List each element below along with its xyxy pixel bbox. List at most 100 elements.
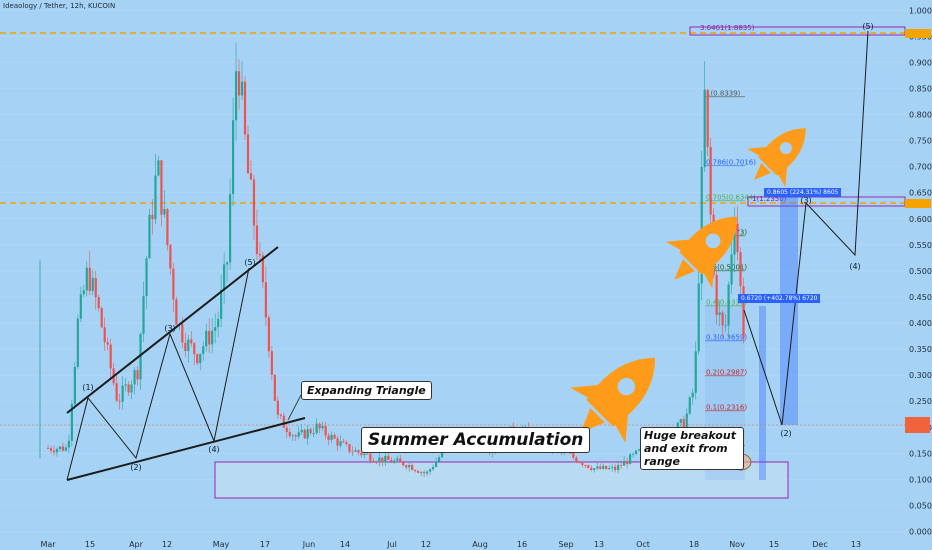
- candle-body: [369, 453, 372, 461]
- candle-body: [67, 440, 70, 448]
- candle-body: [106, 342, 109, 345]
- candle-body: [336, 438, 339, 446]
- candle-body: [399, 458, 402, 462]
- candle-body: [237, 71, 241, 96]
- candle-body: [228, 194, 232, 263]
- candle-body: [611, 466, 614, 468]
- candle-body: [55, 448, 59, 453]
- candle-body: [103, 327, 106, 343]
- candle-body: [414, 470, 417, 472]
- candle-body: [61, 446, 65, 451]
- candle-body: [175, 299, 178, 325]
- candle-body: [70, 404, 73, 441]
- candle-body: [315, 423, 318, 434]
- candle-body: [64, 447, 68, 451]
- fib-level-label: 1(0.8339): [706, 89, 741, 97]
- candle-body: [82, 290, 85, 295]
- measure-bar-1: [759, 306, 766, 480]
- candle-body: [617, 464, 620, 471]
- candle-body: [220, 289, 223, 319]
- candle-body: [718, 312, 721, 316]
- candle-body: [243, 81, 247, 135]
- candle-body: [420, 472, 423, 473]
- candle-body: [578, 462, 581, 463]
- candle-body: [184, 342, 187, 351]
- candle-body: [321, 425, 324, 429]
- candle-body: [151, 214, 154, 220]
- x-tick-label: 16: [517, 540, 527, 549]
- x-tick-label: 15: [769, 540, 779, 549]
- candle-body: [623, 460, 626, 466]
- candle-body: [575, 457, 578, 463]
- candle-body: [291, 435, 294, 437]
- fib-level-label: 0.3(0.3659): [706, 333, 747, 341]
- candle-body: [196, 354, 199, 364]
- candle-body: [166, 209, 169, 246]
- fib-level-label: 0.5(0.5001): [706, 263, 747, 271]
- projection-wave-path: [781, 30, 869, 426]
- candle-body: [366, 453, 369, 455]
- candle-body: [312, 433, 315, 434]
- candle-body: [572, 453, 575, 458]
- candle-body: [252, 179, 256, 226]
- candle-body: [428, 469, 432, 472]
- candle-body: [327, 435, 330, 440]
- candle-body: [715, 275, 718, 316]
- candle-body: [375, 461, 378, 463]
- candle-body: [306, 429, 309, 439]
- wave-label: (3): [164, 324, 175, 333]
- candle-body: [303, 429, 306, 439]
- candle-body: [309, 429, 312, 434]
- candle-body: [569, 452, 572, 454]
- candle-body: [88, 267, 91, 291]
- time-axis: Mar 15 Apr 12 May 17 Jun 14 Jul 12 Aug 16 Sep 13 Oct 18…: [40, 540, 861, 549]
- triangle-callout-pointer: [287, 394, 302, 421]
- candle-body: [136, 370, 139, 380]
- expanding-triangle-callout: Expanding Triangle: [301, 381, 432, 400]
- x-tick-label: May: [213, 540, 230, 549]
- candle-body: [240, 81, 244, 96]
- candle-body: [620, 464, 623, 466]
- candle-body: [49, 448, 53, 451]
- symbol-title: Ideaology / Tether, 12h, KUCOIN: [3, 2, 116, 10]
- candle-body: [193, 343, 196, 355]
- candle-body: [425, 471, 429, 474]
- candle-body: [172, 268, 175, 300]
- candle-body: [357, 450, 360, 453]
- candle-body: [249, 173, 253, 180]
- candle-body: [205, 330, 208, 347]
- candle-body: [602, 465, 605, 469]
- candle-body: [688, 397, 691, 414]
- x-tick-label: 15: [85, 540, 95, 549]
- candle-body: [736, 223, 739, 253]
- candle-body: [423, 472, 426, 474]
- triangle-upper-line: [66, 246, 279, 414]
- candle-body: [402, 461, 405, 466]
- candle-body: [73, 366, 76, 405]
- candle-body: [130, 384, 133, 393]
- candle-body: [354, 450, 357, 452]
- projection-wave-label: (4): [849, 262, 860, 271]
- candle-body: [142, 296, 145, 334]
- candle-body: [625, 460, 629, 465]
- x-tick-label: Oct: [636, 540, 650, 549]
- candle-body: [381, 457, 384, 463]
- candle-body: [691, 392, 694, 398]
- candle-body: [46, 448, 50, 449]
- candle-body: [94, 277, 97, 298]
- candle-body: [270, 351, 273, 375]
- candle-body: [157, 160, 160, 176]
- wave-labels: (1) (2) (3) (4) (5) (2) (3) (4) (5): [82, 22, 873, 472]
- x-tick-label: Aug: [472, 540, 488, 549]
- candle-body: [52, 450, 56, 453]
- candle-body: [79, 294, 82, 319]
- candle-body: [145, 258, 148, 297]
- candle-body: [318, 423, 321, 429]
- elliott-wave-path: [66, 267, 250, 481]
- candle-body: [297, 432, 300, 437]
